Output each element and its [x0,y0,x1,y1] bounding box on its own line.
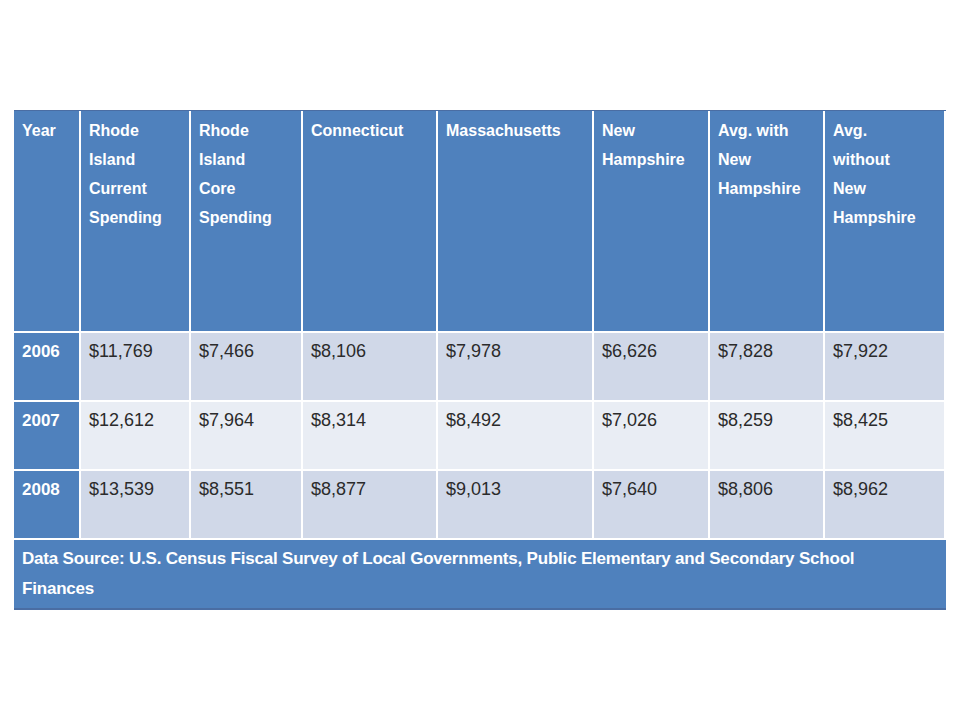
year-cell-2006: 2006 [14,333,81,402]
header-cell-avg-with-nh: Avg. with New Hampshire [710,111,825,333]
value-cell-2008-new-hampshire: $7,640 [594,471,710,540]
header-cell-ri-core-spending: Rhode Island Core Spending [191,111,303,333]
value-cell-2007-ri-current: $12,612 [81,402,191,471]
value-cell-2007-massachusetts: $8,492 [438,402,594,471]
value-cell-2008-ri-current: $13,539 [81,471,191,540]
year-cell-2008: 2008 [14,471,81,540]
slide-canvas: Year Rhode Island Current Spending Rhode… [0,0,960,720]
value-cell-2008-avg-with-nh: $8,806 [710,471,825,540]
value-cell-2006-avg-without-nh: $7,922 [825,333,946,402]
value-cell-2006-ri-core: $7,466 [191,333,303,402]
value-cell-2006-new-hampshire: $6,626 [594,333,710,402]
value-cell-2007-new-hampshire: $7,026 [594,402,710,471]
year-cell-2007: 2007 [14,402,81,471]
table-row-2007: 2007 $12,612 $7,964 $8,314 $8,492 $7,026… [14,402,946,471]
table-row-2008: 2008 $13,539 $8,551 $8,877 $9,013 $7,640… [14,471,946,540]
value-cell-2007-ri-core: $7,964 [191,402,303,471]
data-source-note: Data Source: U.S. Census Fiscal Survey o… [22,544,882,604]
value-cell-2006-avg-with-nh: $7,828 [710,333,825,402]
table-footer-row: Data Source: U.S. Census Fiscal Survey o… [14,540,946,608]
value-cell-2006-connecticut: $8,106 [303,333,438,402]
value-cell-2008-connecticut: $8,877 [303,471,438,540]
value-cell-2007-connecticut: $8,314 [303,402,438,471]
value-cell-2008-ri-core: $8,551 [191,471,303,540]
header-cell-avg-without-nh: Avg. without New Hampshire [825,111,946,333]
value-cell-2007-avg-with-nh: $8,259 [710,402,825,471]
header-cell-new-hampshire: New Hampshire [594,111,710,333]
value-cell-2006-massachusetts: $7,978 [438,333,594,402]
value-cell-2008-massachusetts: $9,013 [438,471,594,540]
header-cell-ri-current-spending: Rhode Island Current Spending [81,111,191,333]
header-cell-massachusetts: Massachusetts [438,111,594,333]
header-cell-connecticut: Connecticut [303,111,438,333]
value-cell-2007-avg-without-nh: $8,425 [825,402,946,471]
table-header-row: Year Rhode Island Current Spending Rhode… [14,111,946,333]
data-source-cell: Data Source: U.S. Census Fiscal Survey o… [14,540,946,608]
value-cell-2006-ri-current: $11,769 [81,333,191,402]
table-row-2006: 2006 $11,769 $7,466 $8,106 $7,978 $6,626… [14,333,946,402]
header-cell-year: Year [14,111,81,333]
value-cell-2008-avg-without-nh: $8,962 [825,471,946,540]
school-spending-table: Year Rhode Island Current Spending Rhode… [14,110,946,610]
